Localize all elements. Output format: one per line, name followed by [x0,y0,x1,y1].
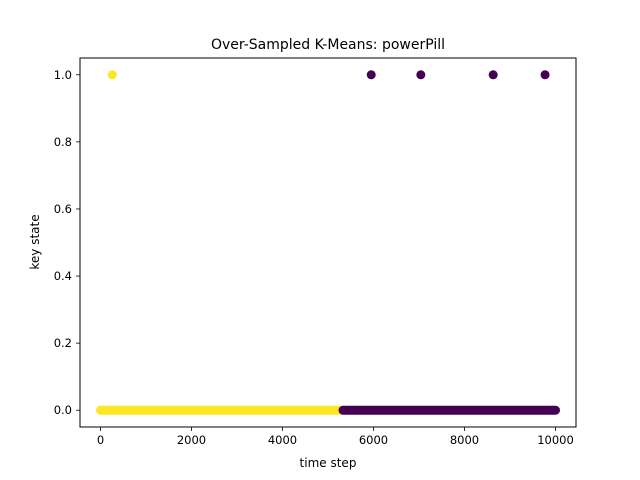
y-tick-label: 0.8 [54,135,72,149]
x-tick-label: 0 [97,433,104,447]
y-tick-label: 0.6 [54,202,72,216]
cluster_0-point [416,70,426,80]
x-tick-label: 4000 [268,433,297,447]
cluster_0-point [540,70,550,80]
x-tick-label: 8000 [450,433,479,447]
x-tick-label: 10000 [537,433,574,447]
cluster_1-point [107,70,117,80]
chart-title: Over-Sampled K-Means: powerPill [211,37,445,53]
y-tick-label: 1.0 [54,68,72,82]
plot-marks [95,70,561,415]
cluster_0-point [488,70,498,80]
y-tick-label: 0.4 [54,269,72,283]
plot-frame [79,57,577,428]
x-axis-label: time step [300,456,357,470]
x-tick-label: 2000 [177,433,206,447]
y-axis-ticks: 0.0 0.2 0.4 0.6 0.8 1.0 [54,68,80,417]
y-tick-label: 0.0 [54,403,72,417]
x-axis-ticks: 0 2000 4000 6000 8000 10000 [97,427,574,447]
y-axis-label: key state [28,214,42,269]
cluster_0-point [366,70,376,80]
x-tick-label: 6000 [359,433,388,447]
y-tick-label: 0.2 [54,336,72,350]
